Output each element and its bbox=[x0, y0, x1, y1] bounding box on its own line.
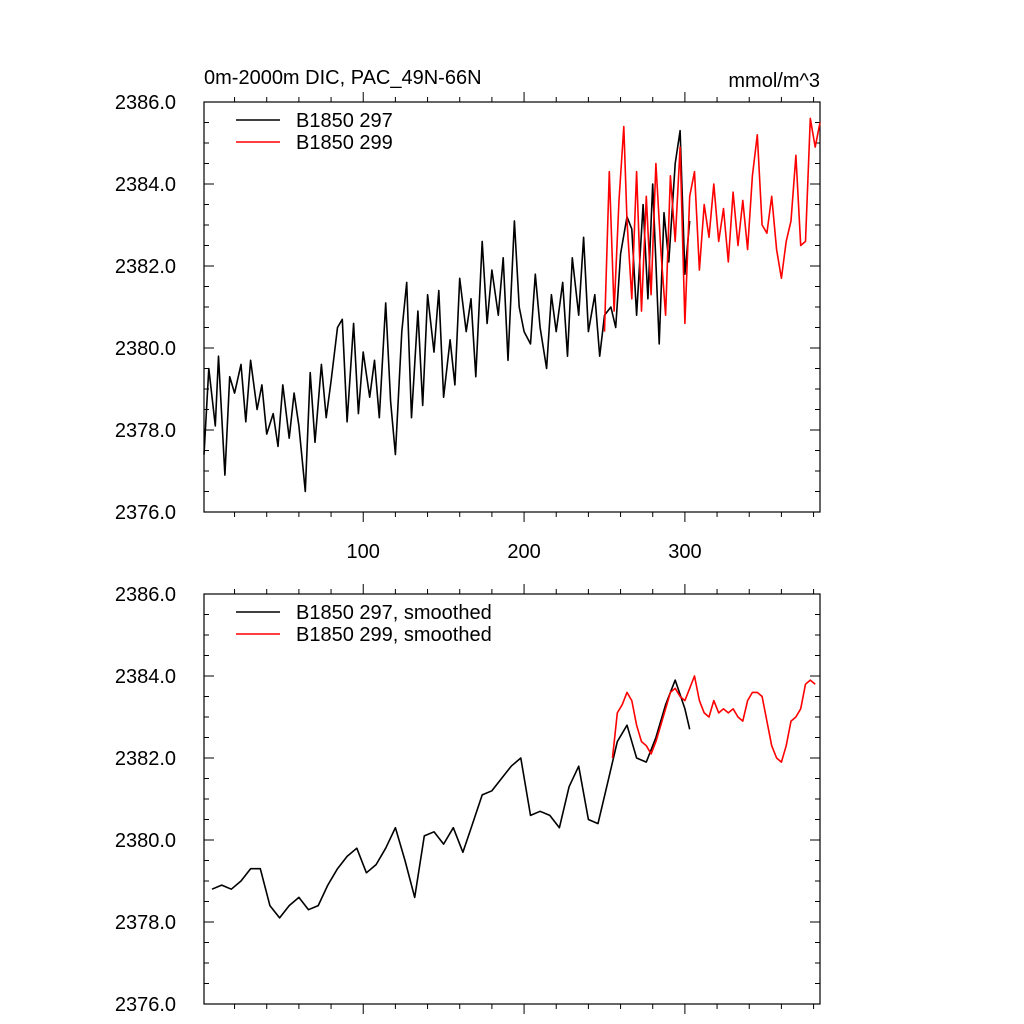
legend-label: B1850 299 bbox=[296, 132, 393, 154]
legend-label: B1850 299, smoothed bbox=[296, 624, 492, 646]
bottom-panel: 2376.0 2378.0 2380.0 2382.0 2384.0 2386.0 B185… bbox=[115, 584, 821, 1016]
plot-frame bbox=[203, 101, 821, 513]
series-line-red bbox=[611, 675, 816, 763]
y-tick-label: 2376.0 bbox=[115, 502, 176, 524]
plot-frame bbox=[203, 593, 821, 1005]
y-tick-label: 2378.0 bbox=[115, 420, 176, 442]
series-line-black bbox=[203, 129, 691, 493]
chart-title: 0m-2000m DIC, PAC_49N-66N bbox=[204, 67, 482, 89]
legend-label: B1850 297 bbox=[296, 110, 393, 132]
y-tick-label: 2380.0 bbox=[115, 338, 176, 360]
series-line-red bbox=[603, 117, 821, 332]
y-tick-label: 2382.0 bbox=[115, 256, 176, 278]
top-panel: 0m-2000m DIC, PAC_49N-66N mmol/m^3 2376.… bbox=[115, 67, 821, 563]
units-label: mmol/m^3 bbox=[728, 70, 820, 92]
y-tick-label: 2382.0 bbox=[115, 748, 176, 770]
x-tick-label: 300 bbox=[668, 541, 701, 563]
y-tick-label: 2378.0 bbox=[115, 912, 176, 934]
y-tick-label: 2376.0 bbox=[115, 994, 176, 1016]
y-tick-label: 2386.0 bbox=[115, 92, 176, 114]
y-tick-label: 2384.0 bbox=[115, 174, 176, 196]
x-tick-label: 200 bbox=[507, 541, 540, 563]
y-tick-label: 2386.0 bbox=[115, 584, 176, 606]
series-line-black bbox=[211, 679, 691, 919]
legend-label: B1850 297, smoothed bbox=[296, 602, 492, 624]
x-tick-label: 100 bbox=[347, 541, 380, 563]
y-tick-label: 2384.0 bbox=[115, 666, 176, 688]
y-tick-label: 2380.0 bbox=[115, 830, 176, 852]
